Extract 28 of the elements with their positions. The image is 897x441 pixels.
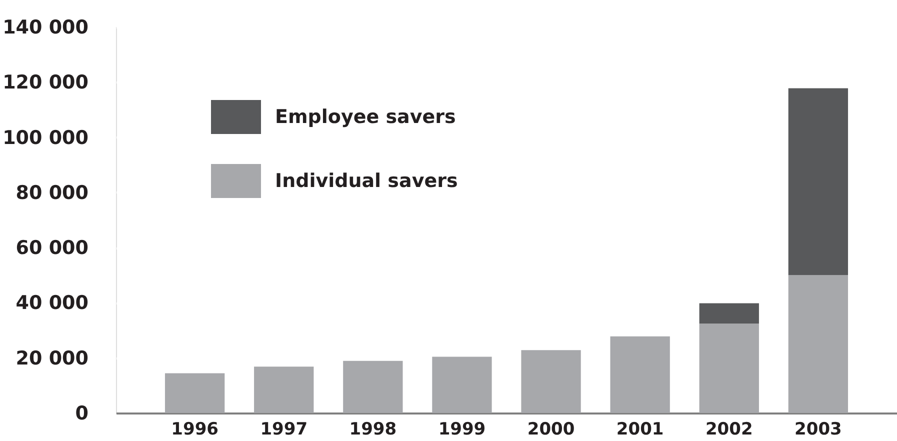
y-tick-label: 120 000 [2, 72, 88, 94]
legend-label: Employee savers [275, 106, 456, 128]
x-tick-label: 1998 [349, 420, 397, 440]
bar [788, 275, 848, 413]
y-tick-label: 0 [75, 402, 88, 424]
x-tick-label: 2003 [794, 420, 842, 440]
bar [432, 356, 492, 413]
y-tick-label: 20 000 [16, 347, 88, 370]
bar [343, 360, 403, 413]
bar [699, 324, 759, 413]
x-tick-label: 1999 [438, 420, 486, 440]
y-tick-label: 60 000 [16, 237, 88, 260]
x-tick-label: 2002 [705, 420, 753, 440]
legend-label: Individual savers [275, 170, 458, 192]
bar [699, 303, 759, 324]
y-tick-label: 100 000 [2, 126, 88, 149]
x-tick-label: 2000 [527, 420, 575, 440]
y-tick-label: 40 000 [16, 292, 88, 314]
x-tick-label: 2001 [616, 420, 664, 440]
bar [788, 88, 848, 276]
y-tick-label: 80 000 [16, 182, 88, 204]
bar [521, 350, 581, 413]
bar [610, 336, 670, 413]
bar [164, 373, 225, 413]
y-tick-label: 140 000 [2, 16, 88, 38]
x-tick-label: 1996 [171, 420, 218, 440]
x-tick-label: 1997 [260, 420, 308, 440]
bar [254, 366, 314, 413]
